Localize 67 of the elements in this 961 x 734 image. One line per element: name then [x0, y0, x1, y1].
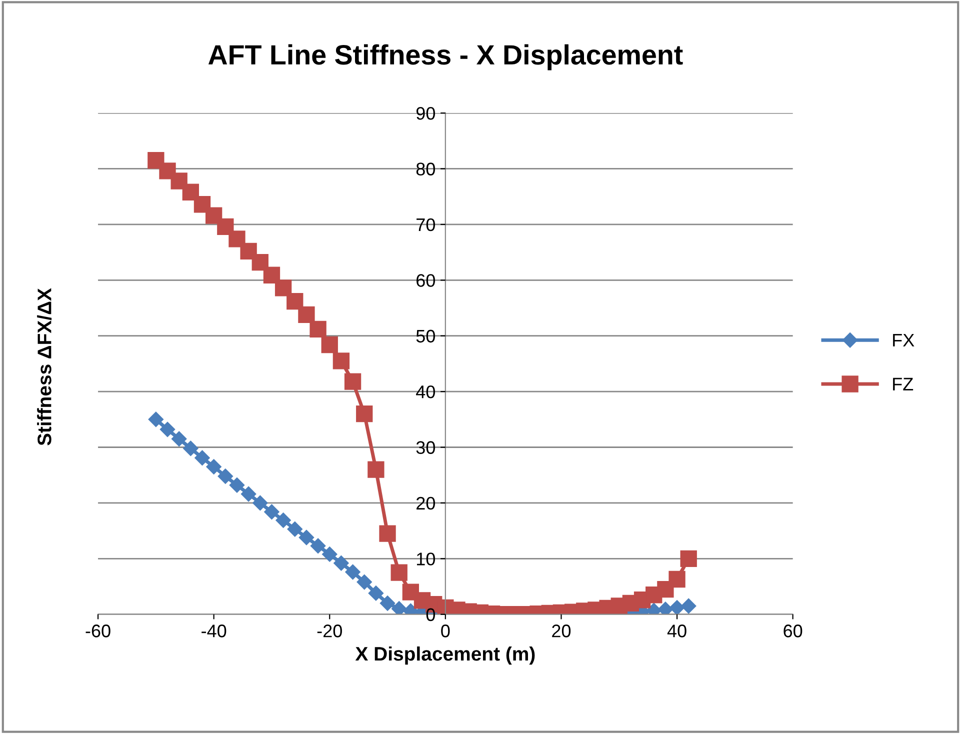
point [276, 512, 291, 528]
point [287, 522, 302, 537]
legend-label: FZ [893, 378, 914, 390]
point [379, 525, 396, 542]
point [310, 538, 326, 554]
y-tick-label: 20 [416, 496, 435, 510]
point [669, 600, 685, 614]
x-axis-title: X Displacement (m) [355, 646, 535, 665]
point [390, 564, 408, 581]
x-tick-label: 60 [784, 624, 802, 638]
point [310, 320, 326, 338]
y-tick-label: 90 [416, 106, 435, 120]
x-tick-label: -40 [202, 624, 226, 638]
point [344, 373, 362, 390]
point [229, 478, 245, 493]
y-axis-title: Stiffness ΔFX/ΔX [37, 288, 52, 446]
point [148, 412, 164, 427]
point [228, 230, 246, 248]
point [380, 596, 396, 611]
x-tick-label: -20 [317, 624, 342, 638]
x-tick-label: 20 [552, 624, 571, 638]
x-tick-label: -60 [86, 624, 110, 638]
y-tick-label: 70 [416, 218, 435, 232]
legend-label: FX [893, 334, 914, 346]
y-tick-label: 50 [416, 330, 435, 343]
point [240, 242, 257, 260]
y-tick-label: 30 [416, 441, 435, 454]
y-tick-label: 10 [416, 552, 435, 566]
x-tick-label: 40 [667, 624, 686, 638]
point [368, 586, 384, 601]
point [298, 530, 314, 546]
point [668, 570, 686, 588]
point [680, 550, 697, 567]
point [334, 556, 349, 571]
y-tick-label: 80 [416, 162, 435, 176]
point [252, 254, 268, 271]
point [172, 431, 187, 446]
point [183, 440, 198, 456]
point [217, 218, 234, 236]
y-tick-label: 40 [416, 385, 435, 398]
point [356, 405, 373, 422]
point [240, 486, 256, 502]
point [322, 546, 338, 562]
point [206, 459, 222, 474]
point [332, 352, 350, 370]
point [286, 292, 304, 310]
point [170, 172, 188, 190]
point [205, 207, 222, 224]
point [252, 495, 268, 511]
point [218, 468, 233, 484]
point [160, 422, 176, 437]
point [356, 574, 372, 590]
point [392, 601, 407, 614]
x-tick-label: 0 [441, 624, 450, 638]
chart-title: AFT Line Stiffness - X Displacement [208, 44, 683, 70]
point [321, 336, 338, 354]
point [182, 184, 199, 200]
y-tick-label: 60 [416, 274, 435, 287]
point [264, 504, 280, 520]
point [658, 602, 674, 614]
point [368, 461, 384, 478]
point [345, 564, 360, 580]
point [194, 450, 210, 466]
point [298, 306, 315, 324]
point [274, 280, 292, 296]
point [681, 598, 696, 614]
point [263, 266, 280, 284]
